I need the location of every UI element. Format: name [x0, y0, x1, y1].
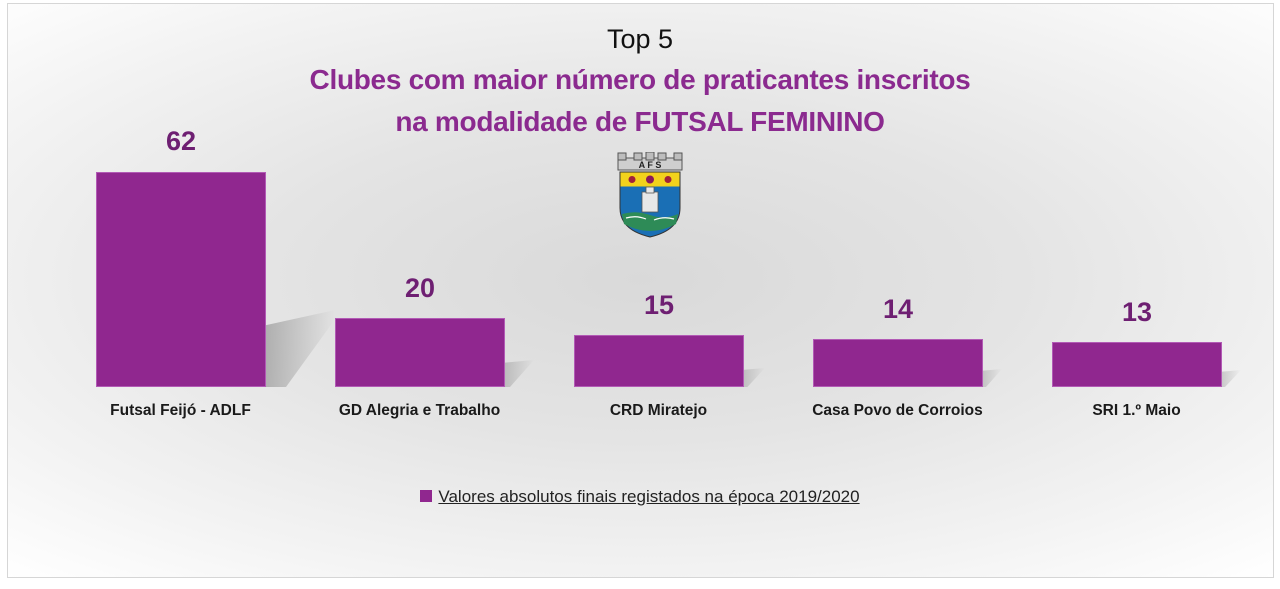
bar[interactable] [813, 339, 983, 387]
chart-subtitle-line2: na modalidade de FUTSAL FEMININO [395, 106, 885, 137]
svg-text:A F S: A F S [639, 160, 662, 170]
chart-subtitle-line1: Clubes com maior número de praticantes i… [309, 64, 971, 95]
bar-value-label: 14 [882, 294, 914, 324]
legend: Valores absolutos finais registados na é… [0, 487, 1280, 507]
category-label: Futsal Feijó - ADLF [110, 402, 251, 419]
category-label: SRI 1.º Maio [1092, 402, 1181, 419]
bar[interactable] [1052, 342, 1222, 387]
bar-value-label: 20 [404, 273, 436, 303]
coat-of-arms-icon: A F S [617, 152, 683, 238]
category-label: GD Alegria e Trabalho [338, 402, 501, 419]
bar[interactable] [335, 318, 505, 387]
bar-value-label: 13 [1121, 297, 1153, 327]
legend-label[interactable]: Valores absolutos finais registados na é… [438, 487, 860, 506]
category-label: Casa Povo de Corroios [812, 402, 983, 419]
bar[interactable] [574, 335, 744, 387]
category-label: CRD Miratejo [609, 402, 708, 419]
bar-value-label: 62 [165, 126, 197, 156]
bar[interactable] [96, 172, 266, 387]
legend-swatch-icon [420, 490, 433, 502]
bar-value-label: 15 [643, 290, 675, 320]
chart-title: Top 5 [606, 24, 674, 54]
